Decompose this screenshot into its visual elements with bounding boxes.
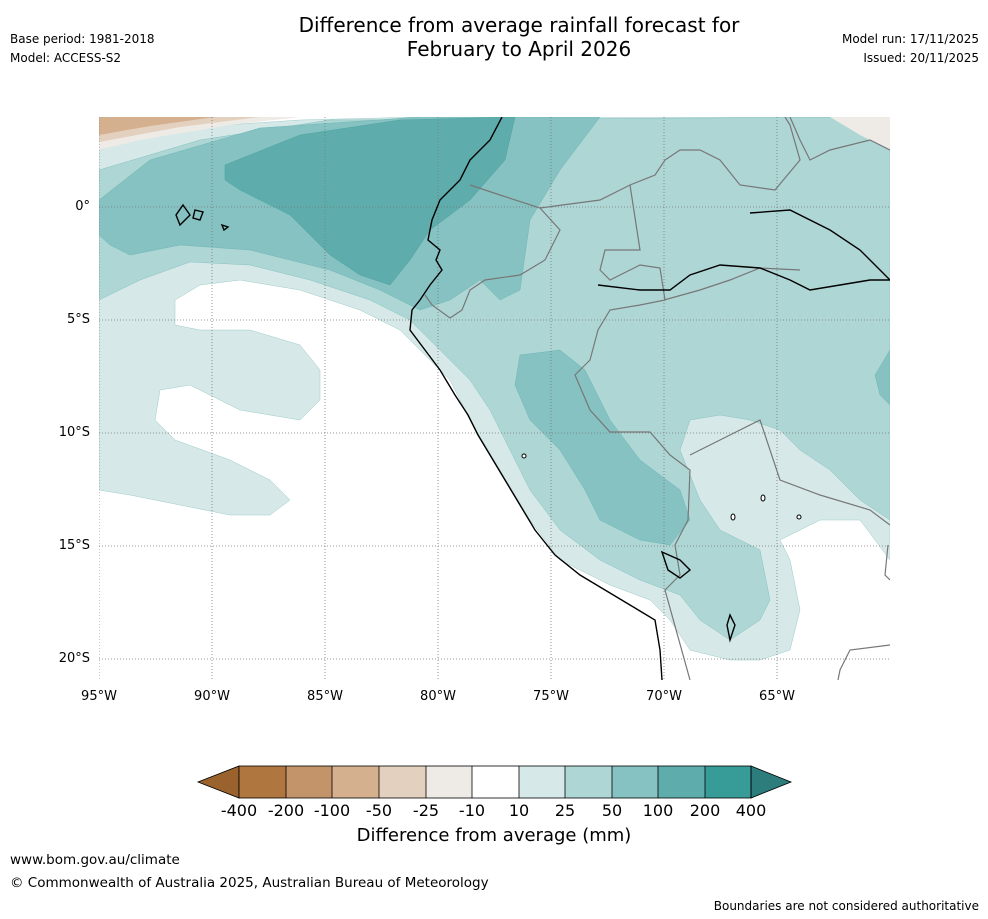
model-label: Model: ACCESS-S2 [10, 51, 122, 65]
issued-label: Issued: 20/11/2025 [863, 51, 979, 65]
colorbar-swatch-4 [379, 766, 426, 798]
contour-neg-east [830, 117, 890, 150]
map-contours [99, 117, 890, 680]
lakes [521, 453, 802, 521]
colorbar-swatch-5 [426, 766, 472, 798]
colorbar-swatch-6 [472, 766, 519, 798]
lat-label-10s: 10°S [58, 425, 90, 440]
colorbar-swatch-9 [612, 766, 658, 798]
contour-100-200 [224, 117, 516, 286]
colorbar-swatch-1 [239, 766, 286, 798]
colorbar-swatch-10 [658, 766, 705, 798]
legend-tick: 400 [735, 801, 767, 820]
coastline [175, 117, 890, 680]
legend-tick: -50 [365, 801, 393, 820]
legend-tick: -100 [313, 801, 351, 820]
legend-tick: 200 [689, 801, 721, 820]
legend-tick: 25 [554, 801, 576, 820]
colorbar-swatch-11 [705, 766, 751, 798]
lon-label-90w: 90°W [194, 689, 230, 704]
legend-tick: -10 [458, 801, 486, 820]
colorbar-dividers [238, 765, 752, 799]
contour-50-100-east [514, 349, 691, 546]
legend-tick: -400 [220, 801, 258, 820]
colorbar-swatch-8 [565, 766, 612, 798]
disclaimer-text: Boundaries are not considered authoritat… [713, 899, 979, 913]
lat-label-0: 0° [75, 199, 90, 214]
colorbar [196, 765, 793, 799]
lon-label-80w: 80°W [420, 689, 456, 704]
legend-tick: -25 [412, 801, 440, 820]
colorbar-high-arrow [750, 765, 793, 799]
legend-tick: -200 [267, 801, 305, 820]
lon-label-85w: 85°W [307, 689, 343, 704]
lon-label-70w: 70°W [646, 689, 682, 704]
title-line-1: Difference from average rainfall forecas… [298, 13, 740, 37]
legend-tick: 10 [508, 801, 530, 820]
lon-label-95w: 95°W [81, 689, 117, 704]
contour-neg-50-100 [99, 117, 215, 135]
colorbar-swatch-2 [286, 766, 332, 798]
lat-label-20s: 20°S [58, 651, 90, 666]
legend-tick: 100 [642, 801, 674, 820]
base-period-label: Base period: 1981-2018 [10, 32, 155, 46]
title-line-2: February to April 2026 [406, 37, 632, 61]
colorbar-low-arrow [196, 765, 240, 799]
model-run-label: Model run: 17/11/2025 [841, 32, 979, 46]
lat-label-15s: 15°S [58, 538, 90, 553]
lon-label-65w: 65°W [759, 689, 795, 704]
contour-50-100-far-east [874, 349, 890, 406]
lat-label-5s: 5°S [66, 312, 90, 327]
lon-label-75w: 75°W [533, 689, 569, 704]
legend-title: Difference from average (mm) [356, 825, 632, 846]
copyright-text: © Commonwealth of Australia 2025, Austra… [10, 875, 489, 891]
map-title: Difference from average rainfall forecas… [244, 13, 794, 61]
country-borders [424, 117, 890, 680]
legend-tick: 50 [601, 801, 623, 820]
website-link[interactable]: www.bom.gov.au/climate [10, 852, 180, 868]
colorbar-swatch-3 [332, 766, 379, 798]
colorbar-swatch-7 [519, 766, 565, 798]
